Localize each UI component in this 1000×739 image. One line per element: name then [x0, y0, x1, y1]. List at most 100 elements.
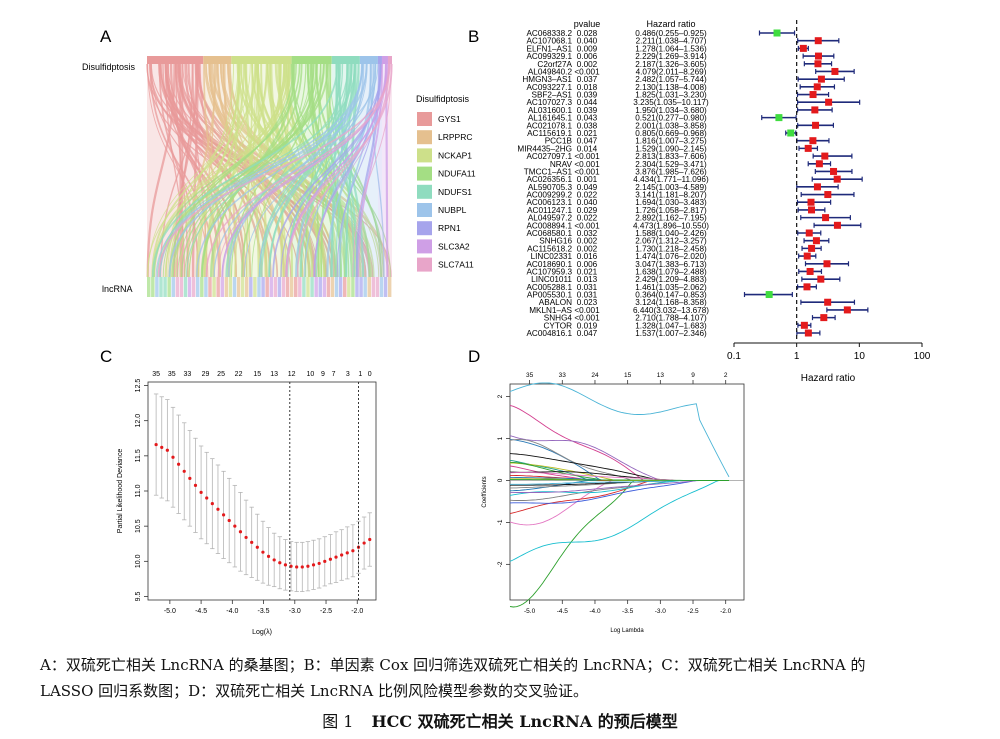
forest-point [817, 275, 825, 283]
coef-y-tick-label: -1 [497, 519, 504, 525]
forest-point [773, 29, 781, 37]
sankey-node-slc7a11 [387, 56, 392, 64]
forest-row-hr: 4.079(2.011–8.269) [636, 67, 707, 76]
sankey-lncrna-node [379, 277, 384, 297]
sankey-lncrna-node [228, 277, 233, 297]
sankey-ribbon [179, 63, 235, 278]
sankey-node-nckap1 [231, 56, 292, 64]
forest-row-name: LINC02331 [531, 252, 573, 261]
figure-title: HCC 双硫死亡相关 LncRNA 的预后模型 [371, 712, 678, 731]
forest-row-hr: 3.235(1.035–10.117) [633, 98, 709, 107]
coef-top-count: 24 [591, 372, 599, 379]
sankey-links [146, 63, 393, 278]
forest-row-name: AC005288.1 [526, 283, 572, 292]
forest-point [800, 321, 808, 329]
forest-point [804, 144, 812, 152]
sankey-ribbon [205, 63, 390, 278]
sankey-lncrna-node [314, 277, 318, 297]
forest-row-pvalue: 0.002 [577, 244, 598, 253]
forest-row-hr: 2.710(1.788–4.107) [635, 314, 707, 323]
sankey-lncrna-node [216, 277, 220, 297]
cv-y-tick-label: 12.5 [135, 379, 142, 393]
legend-swatch-ndufa11 [417, 166, 432, 181]
sankey-node-rpn1 [377, 56, 382, 64]
legend-swatch-nckap1 [417, 148, 432, 163]
forest-row-name: AC068580.1 [526, 229, 572, 238]
forest-row-name: AC009299.2 [526, 191, 572, 200]
forest-row-name: AC068338.2 [526, 29, 572, 38]
sankey-lncrna-node [363, 277, 367, 297]
forest-row-name: AC006123.1 [526, 198, 572, 207]
forest-point [803, 252, 811, 260]
cv-point [193, 483, 198, 487]
coef-path [510, 479, 729, 481]
sankey-ribbon [152, 63, 291, 278]
sankey-lncrna-node [253, 277, 257, 297]
forest-row-pvalue: 0.001 [577, 175, 598, 184]
forest-row-name: AC115619.1 [527, 129, 572, 138]
cv-x-tick-label: -2.0 [351, 608, 363, 615]
forest-row-hr: 4.434(1.771–11.096) [633, 175, 709, 184]
coef-x-tick-label: -2.5 [687, 608, 699, 615]
legend-label-lrpprc: LRPPRC [438, 132, 472, 142]
forest-row-pvalue: 0.040 [577, 198, 598, 207]
coef-xlabel: Log Lambda [610, 628, 644, 634]
cv-top-count: 9 [321, 371, 325, 378]
panel-d-label: D [468, 347, 480, 366]
coef-x-tick-label: -5.0 [524, 608, 536, 615]
forest-point [833, 175, 841, 183]
sankey-lncrna-node [187, 277, 192, 297]
cv-top-count: 7 [332, 371, 336, 378]
sankey-lncrna-node [232, 277, 237, 297]
cv-point [266, 554, 271, 559]
cv-point [165, 448, 169, 452]
cv-point [261, 550, 265, 554]
forest-row-pvalue: 0.044 [577, 98, 598, 107]
forest-row-pvalue: 0.039 [577, 106, 598, 115]
forest-row-pvalue: 0.009 [577, 44, 598, 53]
sankey-ribbon [385, 63, 389, 278]
sankey-lncrna-node [302, 277, 306, 297]
sankey-lncrna-node [285, 277, 290, 297]
forest-point [803, 283, 811, 291]
sankey-lncrna-node [310, 277, 314, 297]
sankey-ribbon [251, 63, 318, 278]
forest-row-name: AC026356.1 [526, 175, 572, 184]
coef-x-tick-label: -4.0 [589, 608, 601, 615]
forest-row-name: AL031600.1 [528, 106, 573, 115]
forest-point [821, 152, 829, 160]
sankey-lncrna-node [175, 277, 180, 297]
forest-row-name: AL590705.3 [528, 183, 573, 192]
coef-y-tick-label: -2 [497, 561, 504, 567]
sankey-lncrna-node [375, 277, 380, 297]
forest-row-hr: 1.588(1.040–2.426) [635, 229, 707, 238]
sankey-lncrna-nodes [147, 277, 392, 297]
coef-y-tick-label: 1 [497, 436, 504, 440]
forest-row-name: HMGN3–AS1 [522, 75, 572, 84]
cv-point [323, 559, 327, 563]
forest-row-name: AP005530.1 [527, 291, 573, 300]
coef-path [509, 480, 729, 562]
sankey-ribbon [291, 63, 391, 278]
cv-top-count: 35 [152, 371, 160, 378]
sankey-diagram: Disulfidptosis lncRNA Disulfidptosis GYS… [82, 56, 476, 297]
sankey-lncrna-node [196, 277, 200, 297]
cv-point [278, 561, 282, 565]
legend-swatch-nubpl [417, 203, 432, 217]
forest-point [812, 237, 820, 245]
forest-point [824, 298, 832, 306]
cv-point [300, 565, 304, 569]
sankey-ribbon [258, 63, 368, 278]
forest-row-pvalue: 0.002 [577, 60, 598, 69]
forest-row-name: AC008894.1 [526, 221, 572, 230]
sankey-ribbon [164, 63, 292, 278]
coef-path [510, 480, 729, 486]
legend-label-ndufs1: NDUFS1 [438, 187, 472, 197]
forest-point [822, 214, 830, 222]
forest-row-hr: 1.726(1.058–2.817) [635, 206, 707, 215]
sankey-lncrna-node [322, 277, 327, 297]
forest-row-pvalue: 0.047 [577, 137, 598, 146]
forest-marks: 0.1 1 10 100 [727, 20, 931, 362]
forest-row-hr: 3.141(1.181–8.207) [635, 191, 707, 200]
coef-path [509, 435, 729, 481]
